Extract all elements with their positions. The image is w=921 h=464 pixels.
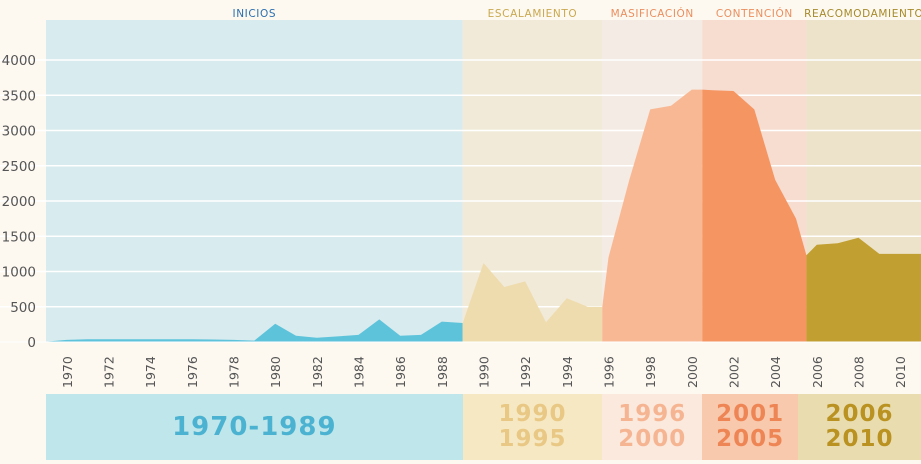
y-tick-label-3500: 3500 <box>2 88 36 104</box>
area-chart: 0 500 1000 1500 2000 2500 3000 3500 4000 1970 1972… <box>0 7 921 388</box>
period-range-band-0: 1970-1989 <box>46 394 463 460</box>
x-tick-label-1992: 1992 <box>518 356 533 388</box>
period-label-0: INICIOS <box>233 8 277 20</box>
area-series-0 <box>46 319 463 342</box>
period-range-band-2: 1996 2000 <box>602 394 703 460</box>
period-range-band-4: 2006 2010 <box>798 394 921 460</box>
x-tick-label-2008: 2008 <box>852 356 867 388</box>
area-series-1 <box>462 263 603 342</box>
period-range-text: 2010 <box>825 426 894 452</box>
x-tick-label-1990: 1990 <box>477 356 492 388</box>
period-range-text: 1990 <box>498 401 567 427</box>
x-tick-label-2010: 2010 <box>893 356 908 388</box>
y-tick-label-3000: 3000 <box>2 124 36 140</box>
x-tick-label-1980: 1980 <box>268 356 283 388</box>
area-series-2 <box>602 89 703 342</box>
x-tick-label-1982: 1982 <box>310 356 325 388</box>
period-range-text: 1995 <box>498 426 567 452</box>
x-tick-label-1986: 1986 <box>393 356 408 388</box>
x-tick-label-1974: 1974 <box>143 356 158 388</box>
y-tick-label-1500: 1500 <box>2 229 36 245</box>
period-range-band-1: 1990 1995 <box>462 394 603 460</box>
x-tick-label-2006: 2006 <box>810 356 825 388</box>
period-range-band-3: 2001 2005 <box>702 394 799 460</box>
x-tick-label-1998: 1998 <box>643 356 658 388</box>
x-tick-label-1972: 1972 <box>102 356 117 388</box>
period-range-text: 2006 <box>825 401 894 427</box>
x-tick-label-1988: 1988 <box>435 356 450 388</box>
x-tick-label-2000: 2000 <box>685 356 700 388</box>
y-tick-label-0: 0 <box>27 335 36 351</box>
area-series-4 <box>806 237 921 342</box>
period-label-2: MASIFICACIÓN <box>611 7 694 20</box>
period-label-1: ESCALAMIENTO <box>488 8 578 20</box>
x-tick-label-1976: 1976 <box>185 356 200 388</box>
period-range-text: 2005 <box>716 426 785 452</box>
area-series-3 <box>702 89 807 342</box>
period-label-3: CONTENCIÓN <box>716 7 793 20</box>
x-tick-label-1984: 1984 <box>352 356 367 388</box>
y-tick-label-4000: 4000 <box>2 53 36 69</box>
x-tick-label-1994: 1994 <box>560 356 575 388</box>
period-range-text: 2001 <box>716 401 785 427</box>
period-label-4: REACOMODAMIENTO <box>804 8 921 20</box>
x-tick-label-1978: 1978 <box>227 356 242 388</box>
y-tick-label-2000: 2000 <box>2 194 36 210</box>
period-range-text: 1970-1989 <box>172 412 337 442</box>
x-tick-label-1970: 1970 <box>60 356 75 388</box>
y-tick-label-500: 500 <box>10 300 36 316</box>
period-background-0 <box>46 20 463 342</box>
period-range-text: 1996 <box>618 401 687 427</box>
y-tick-label-1000: 1000 <box>2 265 36 281</box>
x-tick-label-2002: 2002 <box>727 356 742 388</box>
x-tick-label-1996: 1996 <box>602 356 617 388</box>
x-tick-label-2004: 2004 <box>768 356 783 388</box>
period-range-text: 2000 <box>618 426 687 452</box>
y-tick-label-2500: 2500 <box>2 159 36 175</box>
